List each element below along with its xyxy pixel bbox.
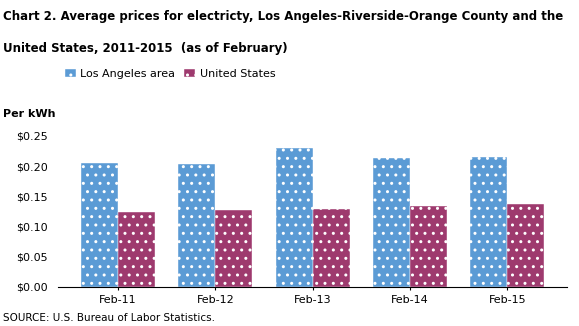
Bar [178, 164, 215, 287]
Bar [276, 148, 313, 287]
Bar [373, 158, 410, 287]
Text: Per kWh: Per kWh [3, 109, 56, 119]
Bar [507, 204, 544, 287]
Bar [313, 209, 350, 287]
Bar [215, 210, 252, 287]
Text: United States, 2011-2015  (as of February): United States, 2011-2015 (as of February… [3, 42, 288, 55]
Text: SOURCE: U.S. Bureau of Labor Statistics.: SOURCE: U.S. Bureau of Labor Statistics. [3, 313, 215, 323]
Bar [470, 157, 507, 287]
Legend: Los Angeles area, United States: Los Angeles area, United States [64, 67, 276, 80]
Bar [410, 206, 447, 287]
Text: Chart 2. Average prices for electricty, Los Angeles-Riverside-Orange County and : Chart 2. Average prices for electricty, … [3, 10, 563, 23]
Bar [118, 212, 155, 287]
Bar [81, 163, 118, 287]
